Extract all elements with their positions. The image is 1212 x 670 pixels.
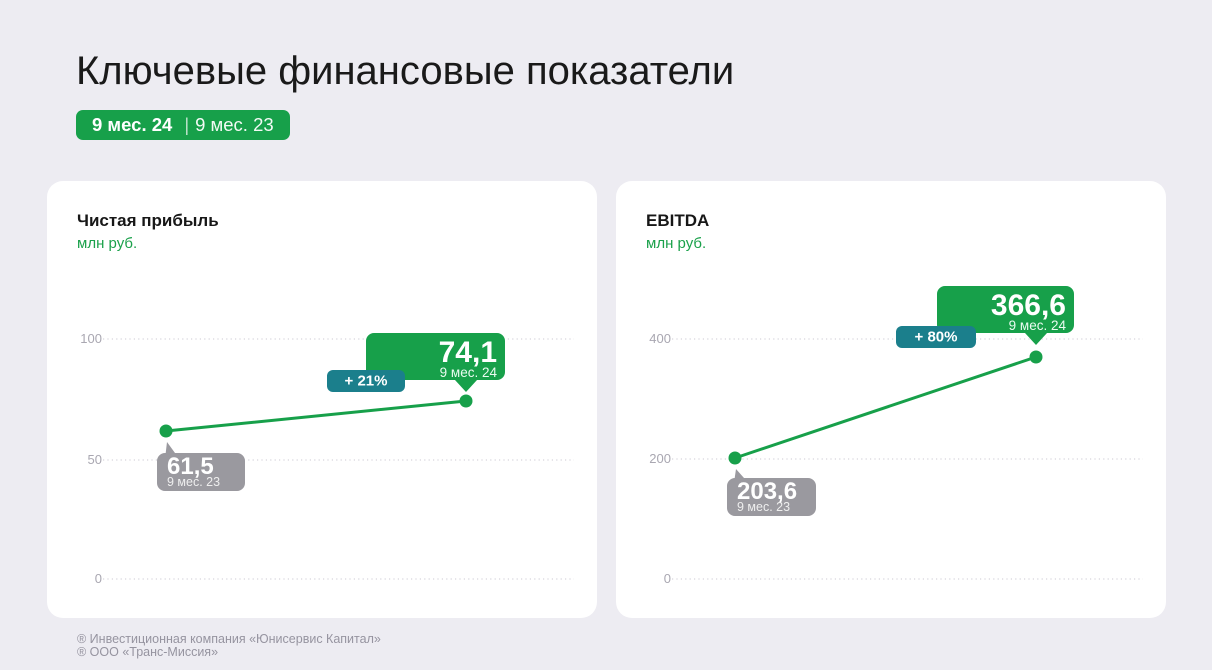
- svg-text:0: 0: [664, 571, 671, 586]
- svg-text:100: 100: [80, 331, 102, 346]
- svg-text:9 мес. 24: 9 мес. 24: [1009, 318, 1067, 333]
- svg-text:9 мес. 23: 9 мес. 23: [737, 500, 790, 514]
- svg-text:9 мес. 24: 9 мес. 24: [440, 365, 498, 380]
- svg-text:50: 50: [88, 452, 102, 467]
- svg-text:0: 0: [95, 571, 102, 586]
- svg-text:9 мес. 23: 9 мес. 23: [167, 475, 220, 489]
- svg-text:+ 80%: + 80%: [915, 329, 958, 346]
- svg-text:200: 200: [649, 451, 671, 466]
- svg-text:400: 400: [649, 331, 671, 346]
- svg-text:+ 21%: + 21%: [345, 373, 388, 390]
